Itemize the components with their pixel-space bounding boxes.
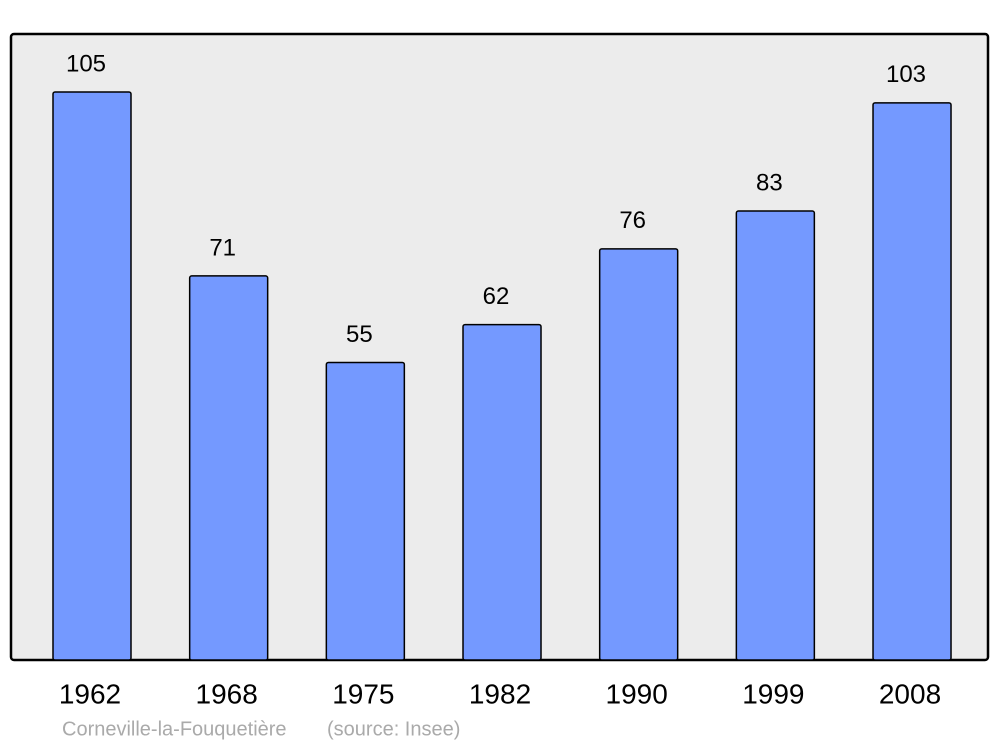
x-tick-label: 1968: [196, 678, 258, 709]
value-label: 83: [756, 169, 783, 196]
bar: [325, 361, 406, 661]
bar: [188, 275, 269, 661]
bar: [598, 248, 679, 661]
chart-title: Corneville-la-Fouquetière: [62, 718, 287, 740]
bar: [52, 91, 132, 661]
source-note: (source: Insee): [327, 718, 460, 740]
bar: [462, 323, 542, 661]
x-tick-label: 1999: [742, 678, 804, 709]
bar: [735, 210, 816, 661]
value-label: 71: [209, 234, 236, 261]
value-label: 103: [886, 61, 926, 88]
value-label: 55: [346, 321, 373, 348]
bar: [872, 102, 952, 661]
x-tick-label: 1982: [469, 678, 531, 709]
x-tick-label: 1962: [59, 678, 121, 709]
value-label: 76: [619, 207, 646, 234]
value-label: 105: [66, 50, 106, 77]
value-label: 62: [483, 283, 510, 310]
x-tick-label: 2008: [879, 678, 941, 709]
x-tick-label: 1990: [606, 678, 668, 709]
x-tick-label: 1975: [332, 678, 394, 709]
